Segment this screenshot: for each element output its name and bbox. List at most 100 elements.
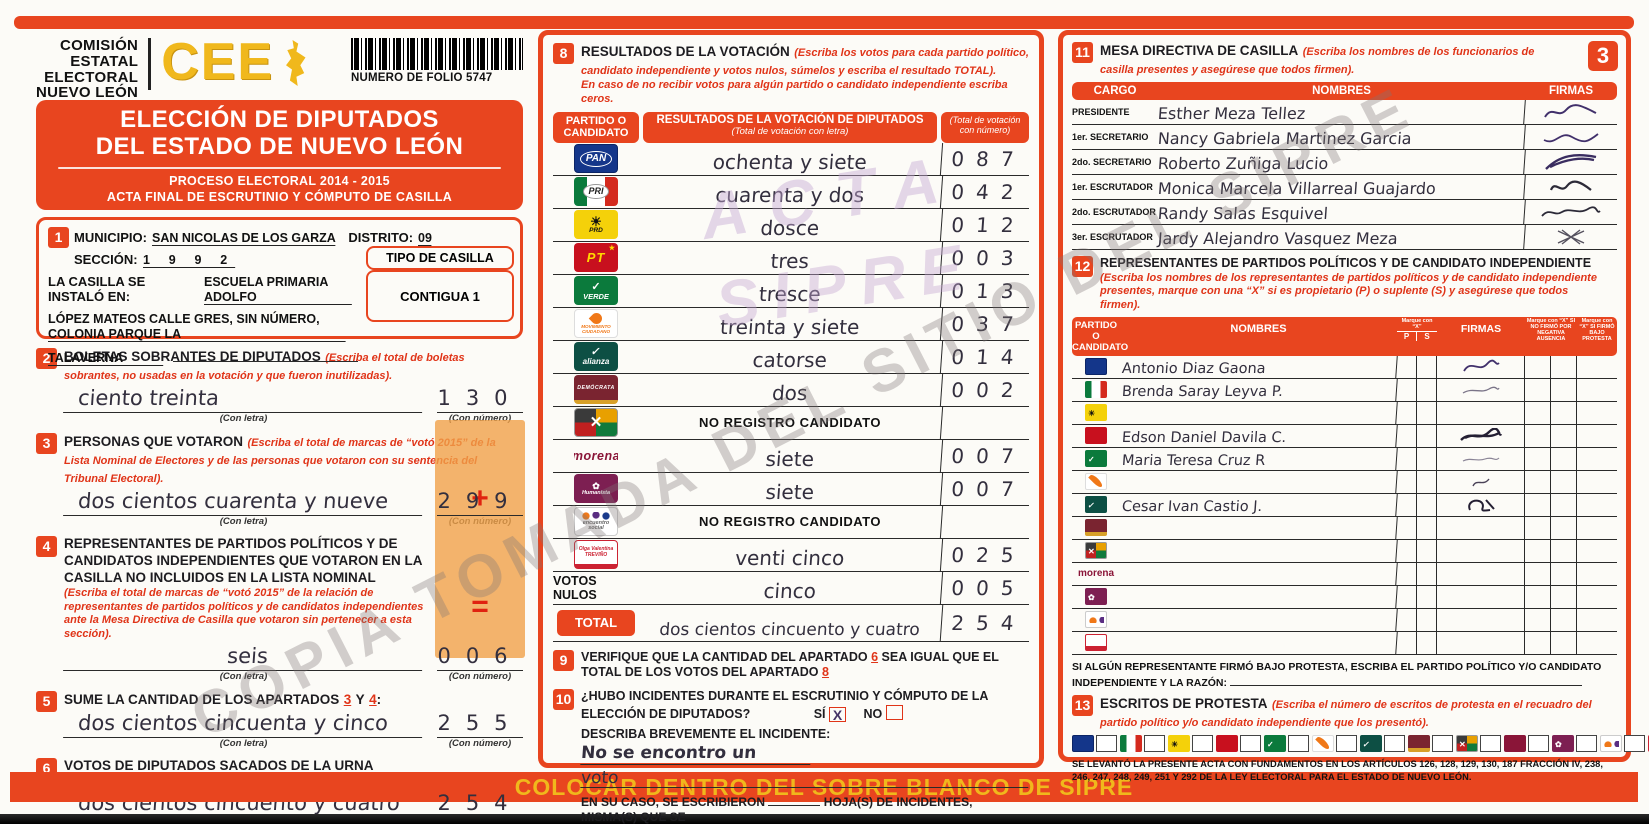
ausencia-cell[interactable] xyxy=(1551,562,1577,585)
negativa-cell[interactable] xyxy=(1525,539,1551,562)
negativa-cell[interactable] xyxy=(1525,378,1551,401)
rep-nombre[interactable]: Brenda Saray Leyva P. xyxy=(1119,378,1398,401)
firma-cell[interactable] xyxy=(1525,225,1617,249)
votes-words[interactable]: catorse xyxy=(751,347,828,372)
hojas-blank[interactable] xyxy=(768,794,821,807)
funcionario-nombre[interactable]: Jardy Alejandro Vasquez Meza xyxy=(1157,225,1526,249)
negativa-cell[interactable] xyxy=(1525,608,1551,631)
s-cell[interactable] xyxy=(1417,401,1437,424)
funcionario-nombre[interactable]: Nancy Gabriela Martinez Garcia xyxy=(1157,125,1526,149)
protesta-cell[interactable] xyxy=(1577,609,1617,631)
votes-number[interactable]: 002 xyxy=(939,373,1031,406)
s-cell[interactable] xyxy=(1417,470,1437,493)
protesta-cell[interactable] xyxy=(1577,356,1617,378)
p-cell[interactable] xyxy=(1397,401,1417,424)
urna-numero[interactable]: 254 xyxy=(437,790,523,815)
votes-words[interactable]: dosce xyxy=(759,215,820,240)
protesta-cell[interactable] xyxy=(1577,494,1617,516)
negativa-cell[interactable] xyxy=(1525,493,1551,516)
rep-nombre[interactable]: Cesar Ivan Castio J. xyxy=(1119,493,1398,516)
votes-number[interactable]: 013 xyxy=(939,274,1031,307)
negativa-cell[interactable] xyxy=(1525,424,1551,447)
firma-cell[interactable] xyxy=(1437,631,1525,654)
pri-protesta-box[interactable] xyxy=(1144,735,1165,753)
boletas-letra[interactable]: ciento treinta xyxy=(63,386,424,414)
negativa-cell[interactable] xyxy=(1525,562,1551,585)
votes-number[interactable] xyxy=(939,505,1031,538)
firma-cell[interactable] xyxy=(1437,562,1525,585)
firma-cell[interactable] xyxy=(1437,447,1525,470)
protesta-cell[interactable] xyxy=(1577,471,1617,493)
s-cell[interactable] xyxy=(1417,539,1437,562)
firma-cell[interactable] xyxy=(1437,401,1525,424)
votes-words[interactable]: tresce xyxy=(758,281,822,306)
p-cell[interactable] xyxy=(1397,539,1417,562)
votes-number[interactable]: 007 xyxy=(939,439,1031,472)
incident-line-1[interactable]: No se encontro un xyxy=(580,742,812,766)
rep-nombre[interactable] xyxy=(1119,562,1398,585)
votes-words[interactable]: treinta y siete xyxy=(719,314,861,339)
votes-number[interactable]: 014 xyxy=(939,340,1031,373)
rep-nombre[interactable]: Maria Teresa Cruz R xyxy=(1119,447,1398,470)
p-cell[interactable] xyxy=(1397,355,1417,378)
votes-number[interactable]: 025 xyxy=(939,538,1031,571)
protesta-cell[interactable] xyxy=(1577,379,1617,401)
ausencia-cell[interactable] xyxy=(1551,470,1577,493)
firma-cell[interactable] xyxy=(1525,100,1617,124)
protesta-cell[interactable] xyxy=(1577,402,1617,424)
s-cell[interactable] xyxy=(1417,378,1437,401)
firma-cell[interactable] xyxy=(1525,200,1617,224)
incident-line-2[interactable]: voto xyxy=(580,768,1030,789)
votes-words[interactable]: ochenta y siete xyxy=(711,149,868,174)
funcionario-nombre[interactable]: Randy Salas Esquivel xyxy=(1157,200,1526,224)
instalada-value-3[interactable]: TALAVERNA xyxy=(48,350,164,367)
instalada-value-1[interactable]: ESCUELA PRIMARIA ADOLFO xyxy=(203,274,352,306)
instalada-value-2[interactable]: LÓPEZ MATEOS CALLE GRES, SIN NÚMERO, COL… xyxy=(48,311,346,343)
rep-nombre[interactable] xyxy=(1119,539,1398,562)
s-cell[interactable] xyxy=(1417,424,1437,447)
p-cell[interactable] xyxy=(1397,631,1417,654)
firma-cell[interactable] xyxy=(1437,355,1525,378)
suma-numero[interactable]: 255 xyxy=(437,711,523,738)
firma-cell[interactable] xyxy=(1525,175,1617,199)
protesta-cell[interactable] xyxy=(1577,632,1617,654)
instalada-blank[interactable] xyxy=(173,348,358,363)
suma-letra[interactable]: dos cientos cincuenta y cinco xyxy=(63,710,424,738)
protesta-cell[interactable] xyxy=(1577,517,1617,539)
s-cell[interactable] xyxy=(1417,516,1437,539)
negativa-cell[interactable] xyxy=(1525,401,1551,424)
protesta-cell[interactable] xyxy=(1577,448,1617,470)
votes-number[interactable]: 087 xyxy=(939,142,1031,175)
verde-protesta-box[interactable] xyxy=(1288,735,1309,753)
ausencia-cell[interactable] xyxy=(1551,493,1577,516)
votes-number[interactable] xyxy=(939,406,1031,439)
ausencia-cell[interactable] xyxy=(1551,585,1577,608)
total-number[interactable]: 254 xyxy=(939,604,1031,641)
ausencia-cell[interactable] xyxy=(1551,539,1577,562)
funcionario-nombre[interactable]: Esther Meza Tellez xyxy=(1157,100,1526,124)
pan-protesta-box[interactable] xyxy=(1096,735,1117,753)
si-checkbox[interactable]: X xyxy=(829,706,847,722)
ausencia-cell[interactable] xyxy=(1551,447,1577,470)
p-cell[interactable] xyxy=(1397,493,1417,516)
votes-words[interactable]: venti cinco xyxy=(734,545,846,570)
negativa-cell[interactable] xyxy=(1525,585,1551,608)
s-cell[interactable] xyxy=(1417,631,1437,654)
ausencia-cell[interactable] xyxy=(1551,631,1577,654)
negativa-cell[interactable] xyxy=(1525,516,1551,539)
firma-cell[interactable] xyxy=(1437,470,1525,493)
cruzada-protesta-box[interactable] xyxy=(1480,735,1501,753)
firma-cell[interactable] xyxy=(1437,378,1525,401)
s-cell[interactable] xyxy=(1417,585,1437,608)
funcionario-nombre[interactable]: Roberto Zuñiga Lucio xyxy=(1157,150,1526,174)
votes-number[interactable]: 003 xyxy=(939,241,1031,274)
s-cell[interactable] xyxy=(1417,493,1437,516)
ausencia-cell[interactable] xyxy=(1551,378,1577,401)
votes-number[interactable]: 042 xyxy=(939,175,1031,208)
votes-words[interactable]: tres xyxy=(769,248,810,273)
prd-protesta-box[interactable] xyxy=(1192,735,1213,753)
boletas-numero[interactable]: 130 xyxy=(437,386,523,414)
rep-nombre[interactable] xyxy=(1119,516,1398,539)
firma-cell[interactable] xyxy=(1437,539,1525,562)
pt-protesta-box[interactable] xyxy=(1240,735,1261,753)
